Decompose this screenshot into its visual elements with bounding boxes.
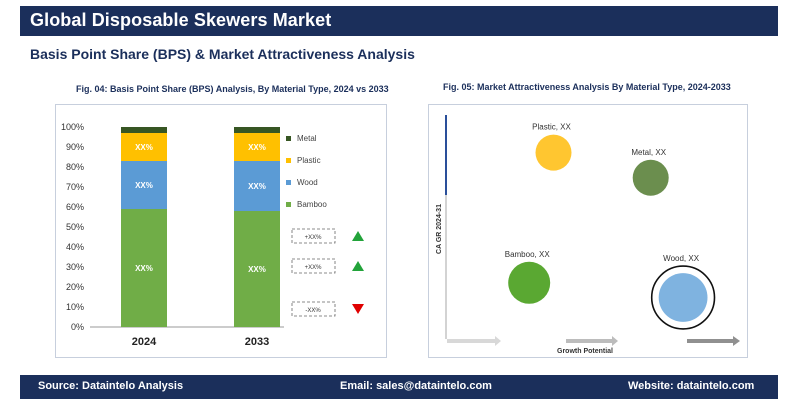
bar-segment-metal (121, 127, 167, 133)
y-tick-label: 100% (61, 122, 84, 132)
x-tick-label: 2033 (245, 336, 269, 348)
bubble-label-plastic: Plastic, XX (532, 123, 571, 132)
up-arrow-icon (352, 261, 364, 271)
bps-change-box (291, 228, 336, 244)
footer-email[interactable]: Email: sales@dataintelo.com (340, 380, 492, 392)
bar-segment-metal (234, 127, 280, 133)
bps-change-label: +XX% (305, 265, 323, 271)
footer-source: Source: Dataintelo Analysis (38, 380, 184, 392)
attractiveness-chart-panel: CA GR 2024-31 Growth Potential Plastic, XX… (428, 104, 748, 358)
bubble-label-metal: Metal, XX (631, 148, 666, 157)
bps-change-label: -XX% (305, 308, 321, 314)
bps-stacked-bar-chart: 0% 10% 20% 30% 40% 50% 60% 70% 80% 90% 100% XX% XX% X… (61, 122, 364, 348)
bar-segment-bamboo (234, 211, 280, 327)
bar-data-label: XX% (248, 265, 266, 274)
x-axis-arrow-segment (566, 339, 612, 343)
legend-label-metal: Metal (297, 134, 317, 143)
bubble-highlight-ring-wood (650, 265, 716, 330)
footer-bar: Source: Dataintelo Analysis Email: sales… (20, 375, 778, 399)
y-tick-label: 60% (66, 202, 84, 212)
bar-data-label: XX% (135, 264, 153, 273)
y-tick-label: 70% (66, 182, 84, 192)
bar-segment-wood (234, 161, 280, 211)
y-tick-label: 30% (66, 262, 84, 272)
bar-segment-bamboo (121, 209, 167, 327)
legend-label-bamboo: Bamboo (297, 200, 327, 209)
bubble-label-bamboo: Bamboo, XX (505, 250, 551, 259)
bar-segment-wood (121, 161, 167, 209)
legend-label-plastic: Plastic (297, 156, 321, 165)
x-axis-arrow-icon (495, 336, 501, 346)
y-tick-label: 40% (66, 242, 84, 252)
y-tick-label: 80% (66, 162, 84, 172)
y-tick-label: 0% (71, 322, 84, 332)
bar-data-label: XX% (135, 181, 153, 190)
x-axis-arrow-icon (733, 336, 740, 346)
bar-data-label: XX% (135, 143, 153, 152)
footer-website[interactable]: Website: dataintelo.com (628, 380, 755, 392)
fig4-caption: Fig. 04: Basis Point Share (BPS) Analysi… (76, 84, 389, 94)
y-tick-label: 10% (66, 302, 84, 312)
bar-data-label: XX% (248, 143, 266, 152)
x-axis-arrow-segment (447, 339, 495, 343)
y-tick-label: 20% (66, 282, 84, 292)
bps-change-label: +XX% (305, 235, 323, 241)
bps-change-box (291, 258, 336, 274)
bar-segment-plastic (121, 133, 167, 161)
legend-swatch-metal (286, 136, 291, 141)
legend-swatch-bamboo (286, 202, 291, 207)
bubble-metal (632, 159, 669, 196)
bps-chart-panel: 0% 10% 20% 30% 40% 50% 60% 70% 80% 90% 100% XX% XX% X… (55, 104, 387, 358)
attractiveness-bubble-chart: CA GR 2024-31 Growth Potential Plastic, XX… (436, 115, 740, 355)
bps-change-box (291, 301, 336, 317)
y-tick-label: 90% (66, 142, 84, 152)
bubble-wood (658, 273, 708, 322)
legend-swatch-wood (286, 180, 291, 185)
up-arrow-icon (352, 231, 364, 241)
bar-segment-plastic (234, 133, 280, 161)
legend-swatch-plastic (286, 158, 291, 163)
page-subtitle: Basis Point Share (BPS) & Market Attract… (30, 46, 415, 62)
page-title: Global Disposable Skewers Market (30, 10, 332, 30)
bubble-plastic (535, 134, 572, 171)
y-tick-label: 50% (66, 222, 84, 232)
bubble-label-wood: Wood, XX (663, 254, 700, 263)
bar-data-label: XX% (248, 182, 266, 191)
x-axis-arrow-segment (687, 339, 733, 343)
bubble-bamboo (508, 261, 551, 304)
x-axis-label: Growth Potential (557, 348, 613, 355)
legend-label-wood: Wood (297, 178, 318, 187)
x-tick-label: 2024 (132, 336, 157, 348)
fig5-caption: Fig. 05: Market Attractiveness Analysis … (443, 82, 731, 92)
down-arrow-icon (352, 304, 364, 314)
x-axis-arrow-icon (612, 336, 618, 346)
title-bar: Global Disposable Skewers Market (20, 6, 778, 36)
y-axis-label: CA GR 2024-31 (436, 204, 443, 254)
